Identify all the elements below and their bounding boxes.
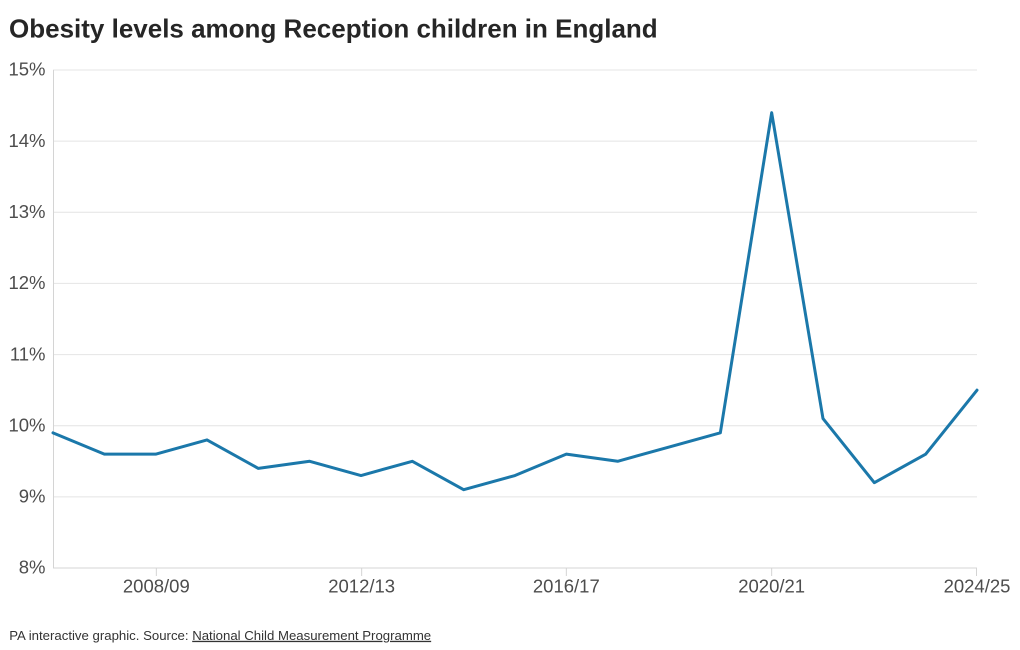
svg-text:PA interactive graphic. Source: PA interactive graphic. Source: National… — [9, 628, 431, 643]
svg-text:2020/21: 2020/21 — [738, 576, 805, 597]
svg-text:Obesity levels among Reception: Obesity levels among Reception children … — [9, 14, 658, 44]
svg-text:14%: 14% — [8, 130, 45, 151]
svg-text:9%: 9% — [19, 486, 46, 507]
svg-text:8%: 8% — [19, 557, 46, 578]
svg-text:11%: 11% — [10, 343, 46, 364]
svg-text:12%: 12% — [8, 272, 45, 293]
svg-text:10%: 10% — [8, 414, 45, 435]
svg-text:2012/13: 2012/13 — [328, 576, 395, 597]
svg-text:2008/09: 2008/09 — [123, 576, 190, 597]
svg-text:2016/17: 2016/17 — [533, 576, 600, 597]
svg-text:2024/25: 2024/25 — [944, 576, 1011, 597]
svg-text:13%: 13% — [8, 201, 45, 222]
svg-text:15%: 15% — [8, 59, 45, 80]
